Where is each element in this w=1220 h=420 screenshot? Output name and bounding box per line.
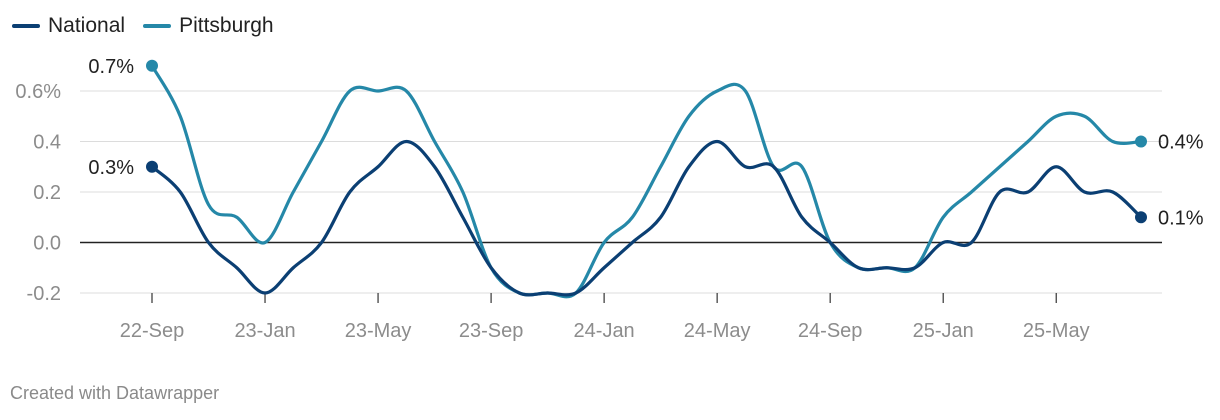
- legend-label-national: National: [48, 14, 126, 37]
- legend: National Pittsburgh: [12, 14, 274, 38]
- x-tick-label: 24-May: [684, 320, 751, 342]
- series-line-pittsburgh[interactable]: [150, 64, 1143, 299]
- x-tick-label: 23-May: [345, 320, 412, 342]
- x-tick-label: 25-Jan: [913, 320, 974, 342]
- legend-swatch-pittsburgh: [143, 24, 172, 28]
- legend-label-pittsburgh: Pittsburgh: [179, 14, 274, 37]
- series-lines: [150, 64, 1143, 299]
- credit-text[interactable]: Created with Datawrapper: [10, 383, 220, 403]
- end-value-label-national: 0.1%: [1158, 207, 1204, 229]
- end-point-pittsburgh[interactable]: [1135, 135, 1147, 148]
- y-tick-label: 0.2: [33, 182, 61, 204]
- end-value-label-pittsburgh: 0.4%: [1158, 132, 1204, 154]
- start-value-label-pittsburgh: 0.7%: [88, 56, 134, 78]
- x-tick-label: 23-Sep: [459, 320, 524, 342]
- legend-swatch-national: [12, 24, 40, 28]
- x-tick-label: 25-May: [1023, 320, 1090, 342]
- start-point-pittsburgh[interactable]: [146, 59, 158, 72]
- y-tick-label: 0.4: [33, 132, 61, 154]
- start-point-national[interactable]: [146, 160, 158, 173]
- y-axis-labels: -0.2 0.0 0.2 0.4 0.6%: [15, 81, 61, 305]
- x-axis: 22-Sep 23-Jan 23-May 23-Sep 24-Jan 24-May 24-S…: [120, 293, 1090, 342]
- end-point-national[interactable]: [1135, 211, 1147, 224]
- y-tick-label: 0.6%: [15, 81, 61, 103]
- x-tick-label: 22-Sep: [120, 320, 185, 342]
- y-tick-label: 0.0: [33, 233, 61, 255]
- series-line-national[interactable]: [150, 139, 1143, 297]
- legend-item-pittsburgh[interactable]: Pittsburgh: [143, 14, 274, 38]
- x-tick-label: 24-Sep: [798, 320, 863, 342]
- x-tick-label: 23-Jan: [234, 320, 295, 342]
- x-tick-label: 24-Jan: [574, 320, 635, 342]
- y-tick-label: -0.2: [27, 283, 61, 305]
- start-value-label-national: 0.3%: [88, 157, 134, 179]
- series-endpoints: 0.3% 0.1% 0.7% 0.4%: [88, 56, 1203, 230]
- legend-item-national[interactable]: National: [12, 14, 125, 38]
